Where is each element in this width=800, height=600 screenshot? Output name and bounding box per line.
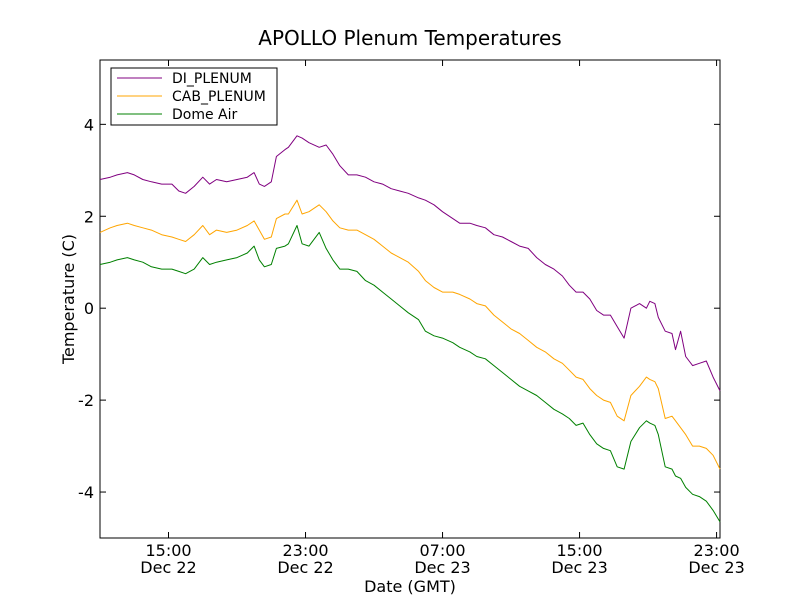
series-line-dome-air	[99, 225, 721, 523]
y-tick-label: 4	[84, 115, 94, 134]
x-tick-label-date: Dec 23	[688, 558, 744, 577]
y-tick-label: 2	[84, 207, 94, 226]
x-axis-label: Date (GMT)	[364, 577, 456, 596]
x-tick-label-time: 23:00	[282, 541, 328, 560]
legend-label: DI_PLENUM	[172, 71, 252, 87]
chart-title: APOLLO Plenum Temperatures	[258, 26, 561, 50]
x-tick-label-date: Dec 23	[414, 558, 470, 577]
series-layer	[99, 135, 721, 523]
legend: DI_PLENUM CAB_PLENUM Dome Air	[110, 67, 278, 126]
legend-label: Dome Air	[172, 107, 238, 123]
series-line-cab-plenum	[99, 199, 721, 470]
plot-frame	[99, 59, 721, 539]
x-tick-label-time: 07:00	[419, 541, 465, 560]
plot-area	[99, 59, 721, 539]
y-axis: 4 2 0 -2 -4	[78, 115, 720, 502]
x-tick-label-time: 15:00	[557, 541, 603, 560]
y-axis-label: Temperature (C)	[59, 234, 78, 365]
x-tick-label-time: 15:00	[145, 541, 191, 560]
x-tick-label-time: 23:00	[694, 541, 740, 560]
x-tick-label-date: Dec 22	[140, 558, 196, 577]
x-tick-label-date: Dec 23	[551, 558, 607, 577]
y-tick-label: -4	[78, 483, 94, 502]
y-tick-label: -2	[78, 391, 94, 410]
x-tick-label-date: Dec 22	[277, 558, 333, 577]
series-line-di-plenum	[99, 135, 721, 392]
legend-label: CAB_PLENUM	[172, 89, 266, 105]
y-tick-label: 0	[84, 299, 94, 318]
